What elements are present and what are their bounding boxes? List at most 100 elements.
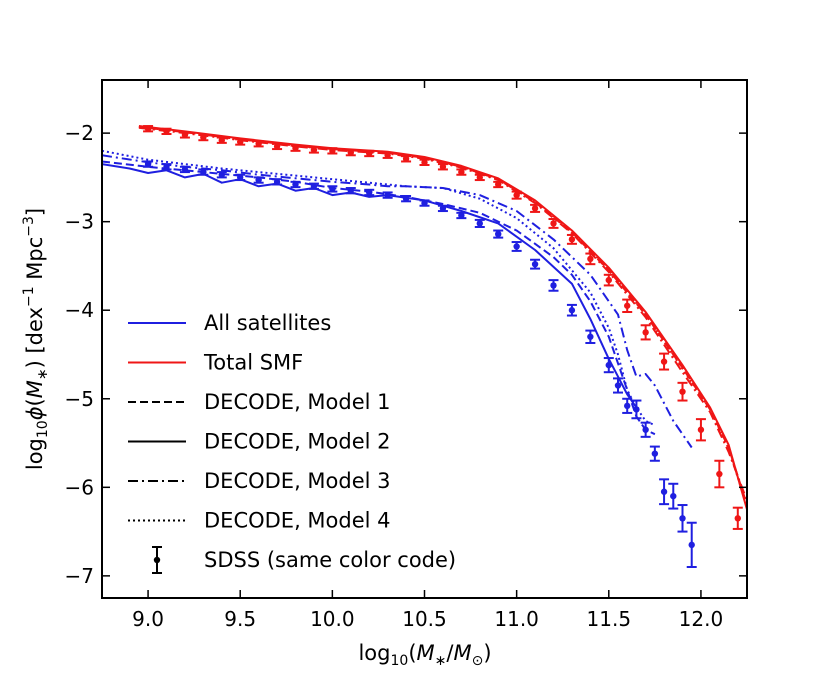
legend-entry-4: DECODE, Model 2 — [128, 430, 391, 454]
sdss-point-satellites — [659, 478, 670, 506]
sdss-point-satellites — [668, 482, 679, 510]
sdss-point-satellites — [235, 173, 246, 182]
sdss-point-satellites — [530, 258, 541, 270]
sdss-point-satellites — [603, 357, 614, 374]
sdss-point-total — [493, 180, 504, 189]
sdss-point-satellites — [308, 182, 319, 190]
series-line-total-3 — [138, 126, 747, 501]
sdss-point-total — [603, 273, 614, 287]
sdss-point-satellites — [649, 445, 660, 462]
series-line-total-2 — [138, 125, 747, 510]
legend-swatch-dot — [153, 556, 161, 564]
legend-label: DECODE, Model 2 — [204, 430, 391, 454]
y-tick-label: −6 — [65, 475, 94, 499]
sdss-point-satellites — [548, 279, 559, 292]
x-tick-label: 10.5 — [402, 607, 447, 631]
legend-label: SDSS (same color code) — [204, 548, 456, 572]
sdss-point-satellites — [677, 504, 688, 533]
sdss-point-satellites — [216, 171, 227, 179]
sdss-point-total — [401, 155, 412, 163]
sdss-point-satellites — [474, 218, 485, 228]
sdss-point-satellites — [622, 397, 633, 414]
sdss-point-total — [272, 142, 283, 151]
y-axis: −2 −3 −4 −5 −6 −7 — [65, 121, 747, 588]
sdss-point-satellites — [493, 229, 504, 239]
sdss-point-satellites — [640, 421, 651, 438]
sdss-point-total — [695, 418, 706, 442]
sdss-point-satellites — [401, 194, 412, 203]
sdss-point-total — [345, 148, 356, 157]
legend-label: DECODE, Model 1 — [204, 390, 391, 414]
x-tick-label: 10.0 — [310, 607, 355, 631]
sdss-point-total — [235, 138, 246, 146]
sdss-point-total — [382, 151, 393, 159]
sdss-point-total — [198, 133, 209, 142]
sdss-point-satellites — [382, 191, 393, 199]
x-tick-label: 11.0 — [494, 607, 539, 631]
sdss-point-total — [732, 506, 743, 530]
x-tick-label: 12.0 — [679, 607, 724, 631]
sdss-point-satellites — [253, 176, 264, 184]
sdss-point-total — [437, 163, 448, 171]
sdss-point-satellites — [179, 165, 190, 174]
legend-entry-3: DECODE, Model 1 — [128, 390, 391, 414]
sdss-point-satellites — [613, 377, 623, 394]
series-line-satellites-2 — [102, 163, 638, 409]
sdss-point-satellites — [345, 187, 356, 195]
sdss-point-total — [419, 158, 430, 167]
sdss-point-satellites — [161, 163, 172, 171]
legend-label: All satellites — [204, 311, 331, 335]
legend-entry-6: DECODE, Model 4 — [128, 509, 391, 533]
sdss-point-total — [179, 131, 190, 139]
sdss-point-satellites — [143, 160, 154, 168]
observations-layer — [143, 125, 743, 569]
y-tick-label: −2 — [65, 121, 94, 145]
y-tick-label: −3 — [65, 210, 94, 234]
sdss-point-total — [530, 203, 541, 213]
sdss-point-total — [511, 190, 522, 200]
legend: All satellites Total SMF DECODE, Model 1 DE… — [128, 311, 456, 574]
sdss-point-satellites — [419, 199, 430, 207]
x-axis: 9.0 9.5 10.0 10.5 11.0 11.5 12.0 — [132, 80, 723, 631]
legend-label: DECODE, Model 4 — [204, 509, 391, 533]
sdss-point-satellites — [511, 241, 522, 252]
sdss-point-total — [216, 136, 227, 144]
sdss-point-total — [677, 381, 688, 402]
legend-entry-2: Total SMF — [128, 351, 303, 375]
sdss-point-total — [253, 140, 264, 148]
series-layer — [102, 125, 747, 510]
sdss-point-total — [290, 144, 301, 152]
legend-label: Total SMF — [203, 351, 303, 375]
sdss-point-satellites — [272, 178, 283, 186]
sdss-point-satellites — [364, 188, 375, 197]
sdss-point-total — [714, 459, 725, 489]
x-tick-label: 9.5 — [224, 607, 256, 631]
sdss-point-satellites — [456, 211, 467, 220]
sdss-point-total — [364, 149, 375, 158]
sdss-point-total — [143, 125, 154, 133]
sdss-point-satellites — [437, 204, 448, 213]
sdss-point-satellites — [327, 185, 338, 193]
series-line-satellites-3 — [102, 154, 693, 449]
sdss-point-total — [308, 146, 319, 154]
sdss-point-total — [161, 127, 172, 136]
sdss-point-satellites — [631, 399, 642, 420]
sdss-point-total — [640, 324, 651, 341]
legend-label: DECODE, Model 3 — [204, 469, 391, 493]
sdss-point-total — [456, 168, 467, 176]
x-tick-label: 9.0 — [132, 607, 164, 631]
legend-entry-5: DECODE, Model 3 — [128, 469, 391, 493]
legend-entry-1: All satellites — [128, 311, 331, 335]
series-line-satellites-4 — [102, 149, 656, 427]
sdss-point-total — [474, 173, 485, 182]
sdss-point-total — [548, 218, 559, 229]
y-tick-label: −4 — [65, 298, 94, 322]
sdss-point-satellites — [198, 168, 209, 176]
sdss-point-total — [566, 233, 577, 245]
sdss-point-satellites — [566, 303, 577, 317]
sdss-point-satellites — [686, 521, 697, 569]
sdss-point-total — [585, 252, 596, 266]
sdss-point-total — [327, 147, 338, 155]
sdss-point-satellites — [585, 329, 596, 344]
